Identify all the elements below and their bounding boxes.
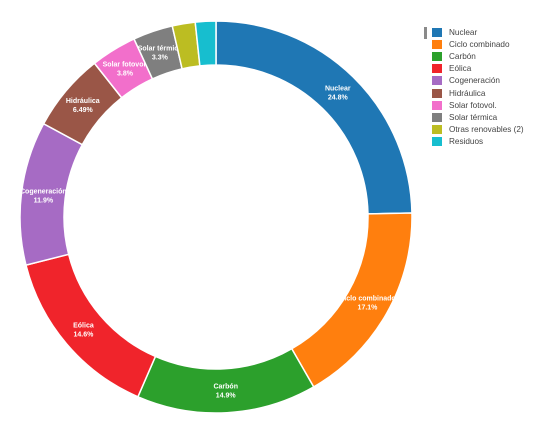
- legend-label: Carbón: [449, 51, 476, 61]
- legend-label: Ciclo combinado: [449, 39, 510, 49]
- legend-swatch: [432, 76, 442, 86]
- legend-label: Residuos: [449, 137, 484, 147]
- slice-percent-label: 11.9%: [34, 197, 54, 204]
- legend-item-solar-termica[interactable]: Solar térmica: [426, 111, 534, 123]
- legend-swatch: [432, 100, 442, 110]
- legend-label: Otras renovables (2): [449, 125, 524, 135]
- legend-item-nuclear[interactable]: Nuclear: [426, 26, 534, 38]
- legend-swatch: [432, 64, 442, 74]
- slice-label-cogeneracion: Cogeneración 11.9%: [20, 188, 67, 204]
- legend-label: Cogeneración: [449, 76, 500, 86]
- legend-label: Solar térmica: [449, 112, 498, 122]
- slice-percent-label: 14.6%: [73, 332, 94, 339]
- legend-label: Solar fotovol.: [449, 100, 497, 110]
- slice-name-label: Carbón: [213, 384, 238, 391]
- slice-name-label: Nuclear: [325, 86, 351, 93]
- slice-percent-label: 3.8%: [117, 71, 134, 78]
- legend-swatch: [432, 137, 442, 147]
- slice-name-label: Hidráulica: [66, 98, 100, 105]
- legend-item-residuos[interactable]: Residuos: [426, 136, 534, 148]
- legend-swatch: [432, 112, 442, 122]
- slice-name-label: Eólica: [73, 323, 94, 330]
- legend-item-cogeneracion[interactable]: Cogeneración: [426, 75, 534, 87]
- legend-swatch: [432, 88, 442, 98]
- legend-item-ciclo-combinado[interactable]: Ciclo combinado: [426, 38, 534, 50]
- legend-item-eolica[interactable]: Eólica: [426, 63, 534, 75]
- legend-scrollbar[interactable]: [424, 27, 427, 39]
- slice-label-solar-termica: Solar térmica 3.3%: [138, 45, 182, 61]
- slice-residuos[interactable]: [194, 20, 217, 67]
- slice-label-solar-fotovol: Solar fotovol. 3.8%: [103, 62, 148, 78]
- slice-percent-label: 3.3%: [152, 54, 169, 61]
- slice-percent-label: 17.1%: [358, 305, 379, 312]
- slice-percent-label: 14.9%: [216, 393, 237, 400]
- slice-label-carbon: Carbón 14.9%: [213, 384, 238, 400]
- legend-swatch: [432, 39, 442, 49]
- legend-label: Hidráulica: [449, 88, 486, 98]
- slice-label-ciclo-combinado: Ciclo combinado 17.1%: [339, 296, 395, 312]
- legend-swatch: [432, 51, 442, 61]
- slice-name-label: Ciclo combinado: [339, 296, 395, 303]
- legend-swatch: [432, 125, 442, 135]
- slice-name-label: Solar fotovol.: [103, 62, 148, 69]
- slice-percent-label: 24.8%: [328, 95, 349, 102]
- legend-swatch: [432, 27, 442, 37]
- slice-carbon[interactable]: [136, 347, 315, 414]
- slice-nuclear[interactable]: [215, 20, 413, 215]
- legend-label: Eólica: [449, 64, 472, 74]
- chart-legend: Nuclear Ciclo combinado Carbón Eólica Cogene…: [424, 26, 534, 148]
- slice-percent-label: 6.49%: [73, 107, 94, 114]
- legend-label: Nuclear: [449, 27, 478, 37]
- legend-item-carbon[interactable]: Carbón: [426, 50, 534, 62]
- slice-label-nuclear: Nuclear 24.8%: [325, 86, 351, 102]
- legend-item-solar-fotovol[interactable]: Solar fotovol.: [426, 99, 534, 111]
- slice-name-label: Solar térmica: [138, 45, 182, 52]
- legend-item-otras-renovables-2[interactable]: Otras renovables (2): [426, 124, 534, 136]
- slice-label-eolica: Eólica 14.6%: [73, 323, 94, 339]
- legend-item-hidraulica[interactable]: Hidráulica: [426, 87, 534, 99]
- slice-label-hidraulica: Hidráulica 6.49%: [66, 98, 100, 114]
- slice-name-label: Cogeneración: [20, 188, 67, 195]
